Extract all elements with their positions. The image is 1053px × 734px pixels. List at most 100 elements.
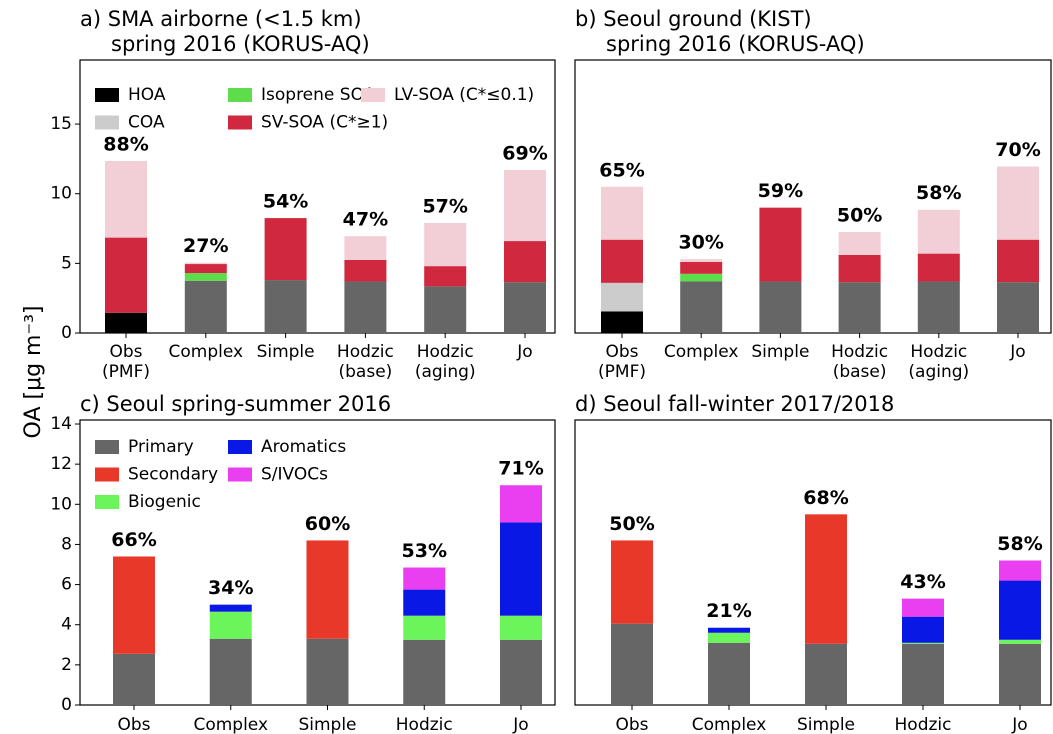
- bar-segment: [838, 255, 881, 283]
- plot-frame: [574, 59, 1052, 334]
- legend-label: HOA: [128, 85, 166, 105]
- x-tick-label: Simple: [298, 715, 356, 734]
- x-tick-label: Obs (PMF): [598, 342, 646, 382]
- bar-segment: [209, 611, 252, 639]
- percent-label: 50%: [609, 513, 654, 535]
- x-tick-label: Hodzic (aging): [415, 342, 476, 382]
- x-tick-label: Obs: [117, 715, 150, 734]
- bar-segment: [708, 632, 750, 643]
- bar-segment: [403, 589, 446, 616]
- x-tick-label: Jo: [512, 715, 528, 734]
- x-tick-label: Simple: [257, 342, 315, 362]
- bar-segment: [424, 222, 467, 267]
- bar-segment: [601, 186, 643, 240]
- legend-label: LV-SOA (C*≤0.1): [394, 85, 534, 105]
- x-tick-label: Hodzic (aging): [908, 342, 969, 382]
- y-tick-label: 12: [50, 454, 72, 474]
- bar-segment: [680, 281, 723, 333]
- percent-label: 66%: [111, 529, 156, 551]
- bar-segment: [805, 514, 847, 644]
- x-tick-label: Simple: [797, 715, 855, 734]
- legend-swatch: [228, 467, 252, 482]
- bar-segment: [209, 638, 252, 705]
- bar-segment: [500, 522, 542, 616]
- percent-label: 27%: [183, 235, 228, 257]
- x-tick-label: Jo: [1011, 715, 1027, 734]
- panel-title: a) SMA airborne (<1.5 km) spring 2016 (KO…: [80, 7, 370, 56]
- y-tick-label: 0: [61, 695, 72, 715]
- bar-segment: [105, 237, 147, 313]
- bar-segment: [105, 312, 147, 333]
- legend-swatch: [95, 440, 119, 454]
- bar-segment: [601, 239, 643, 283]
- percent-label: 30%: [678, 232, 723, 254]
- y-tick-label: 10: [50, 184, 72, 204]
- bar-segment: [917, 281, 960, 333]
- percent-label: 43%: [900, 571, 945, 593]
- bar-segment: [344, 281, 387, 333]
- bar-segment: [680, 273, 723, 282]
- legend-swatch: [95, 88, 119, 102]
- bar-segment: [601, 311, 643, 333]
- x-tick-label: Jo: [516, 342, 532, 362]
- bar-segment: [680, 261, 723, 274]
- plot-frame: [79, 59, 556, 334]
- legend-swatch: [361, 88, 385, 102]
- y-axis-label: OA [μg m⁻³]: [21, 306, 46, 439]
- bar-segment: [184, 262, 227, 265]
- percent-label: 59%: [758, 180, 803, 202]
- x-tick-label: Simple: [751, 342, 809, 362]
- bar-segment: [184, 273, 227, 281]
- percent-label: 57%: [422, 195, 467, 217]
- percent-label: 34%: [208, 577, 253, 599]
- x-tick-label: Complex: [692, 715, 767, 734]
- legend-label: SV-SOA (C*≥1): [261, 113, 388, 133]
- x-tick-label: Complex: [664, 342, 739, 362]
- bar-segment: [113, 653, 155, 705]
- y-tick-label: 4: [61, 615, 72, 635]
- y-tick-label: 10: [50, 494, 72, 514]
- bar-segment: [113, 556, 155, 654]
- x-tick-label: Hodzic: [895, 715, 952, 734]
- legend-label: Isoprene SOA: [261, 85, 376, 105]
- bar-segment: [504, 241, 546, 283]
- y-tick-label: 0: [61, 323, 72, 343]
- bar-segment: [403, 615, 446, 640]
- bar-segment: [999, 580, 1041, 640]
- bar-segment: [759, 281, 802, 333]
- bar-segment: [424, 286, 467, 333]
- bar-segment: [759, 207, 802, 282]
- bar-segment: [105, 160, 147, 238]
- bar-segment: [999, 560, 1041, 581]
- bar-segment: [708, 642, 750, 705]
- legend-label: S/IVOCs: [261, 465, 328, 485]
- bar-segment: [344, 259, 387, 282]
- bar-segment: [184, 280, 227, 333]
- legend-swatch: [95, 495, 119, 509]
- x-tick-label: Jo: [1009, 342, 1025, 362]
- y-tick-label: 8: [61, 534, 72, 554]
- legend-swatch: [95, 115, 119, 130]
- bar-segment: [680, 259, 723, 262]
- percent-label: 60%: [305, 513, 350, 535]
- bar-segment: [306, 638, 349, 705]
- legend-label: Secondary: [128, 465, 218, 485]
- percent-label: 50%: [837, 205, 882, 227]
- percent-label: 47%: [343, 209, 388, 231]
- percent-label: 54%: [263, 191, 308, 213]
- bar-segment: [344, 236, 387, 260]
- y-tick-label: 5: [61, 253, 72, 273]
- panel-title: b) Seoul ground (KIST) spring 2016 (KORUS…: [575, 7, 865, 56]
- legend-swatch: [228, 88, 252, 102]
- bar-segment: [902, 616, 944, 643]
- bar-segment: [209, 604, 252, 612]
- x-tick-label: Hodzic: [396, 715, 453, 734]
- bar-segment: [611, 623, 653, 705]
- panel-title: c) Seoul spring-summer 2016: [80, 392, 391, 416]
- legend-label: COA: [128, 113, 165, 133]
- x-tick-label: Hodzic (base): [337, 342, 394, 382]
- bar-segment: [500, 485, 542, 523]
- bar-segment: [184, 264, 227, 274]
- legend-swatch: [228, 440, 252, 454]
- percent-label: 58%: [916, 182, 961, 204]
